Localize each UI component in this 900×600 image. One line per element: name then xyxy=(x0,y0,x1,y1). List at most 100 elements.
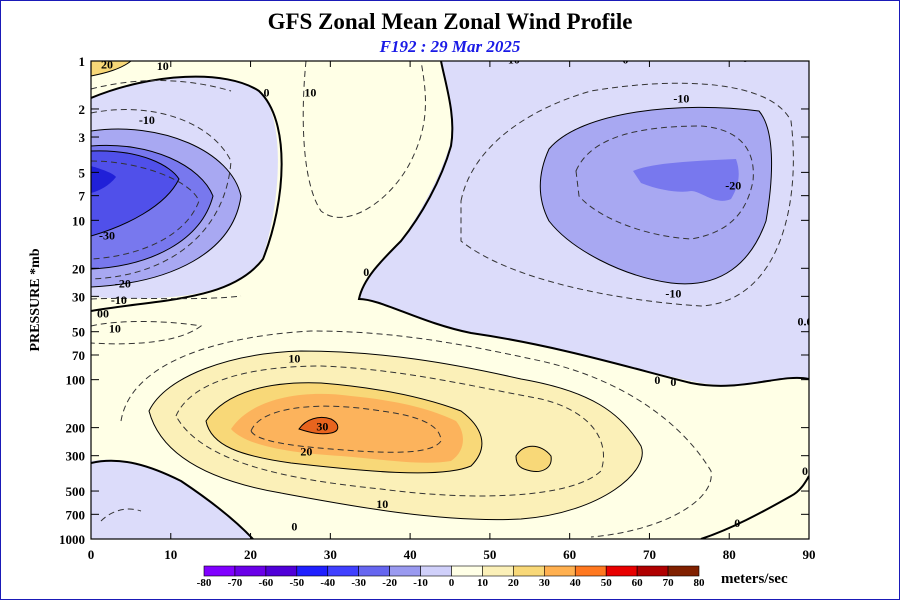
y-tick-label: 100 xyxy=(66,373,86,388)
dashed-lower-mid xyxy=(175,365,604,497)
x-tick-label: 70 xyxy=(643,547,656,562)
colorbar-tick-label: -70 xyxy=(228,577,243,589)
colorbar-tick-label: 60 xyxy=(632,577,644,589)
dashed-lower-outer xyxy=(120,330,712,538)
contour-label: 0 xyxy=(654,373,660,387)
contour-label: 10 xyxy=(304,86,316,100)
contour-label: 10 xyxy=(157,59,169,73)
y-tick-label: 300 xyxy=(66,449,86,464)
colorbar-swatch xyxy=(420,565,452,577)
x-tick-label: 50 xyxy=(483,547,496,562)
x-tick-label: 60 xyxy=(563,547,576,562)
colorbar-tick-label: -80 xyxy=(197,577,212,589)
y-tick-label: 30 xyxy=(72,289,85,304)
dashed-upper-left-3 xyxy=(91,160,200,260)
contour-zero-lower-left xyxy=(91,459,254,539)
contour-label: 0 xyxy=(734,516,740,530)
contour-label: 00 xyxy=(97,306,109,320)
y-tick-label: 7 xyxy=(79,189,86,204)
contour-label: 20 xyxy=(300,445,312,459)
colorbar-swatch xyxy=(234,565,267,577)
y-tick-label: 1000 xyxy=(59,532,85,547)
colorbar-tick-label: -30 xyxy=(351,577,366,589)
y-tick-label: 200 xyxy=(66,421,86,436)
x-tick-label: 90 xyxy=(803,547,816,562)
dashed-upper-right-1 xyxy=(460,82,794,307)
contour-label: -20 xyxy=(115,276,131,290)
contour-label: 0 xyxy=(291,519,297,533)
contour-label: 10 xyxy=(288,352,300,366)
colorbar-swatch xyxy=(482,565,514,577)
colorbar-swatch xyxy=(358,565,390,577)
colorbar-swatch xyxy=(544,565,576,577)
contour-label: 10 xyxy=(109,322,121,336)
dashed-lower-left xyxy=(100,508,142,522)
y-tick-label: 500 xyxy=(66,484,86,499)
contour-label: 10 xyxy=(376,497,388,511)
shade-neg20-upper-right xyxy=(540,107,772,284)
colorbar-swatch xyxy=(265,565,298,577)
colorbar-tick-label: 70 xyxy=(663,577,675,589)
colorbar-swatch xyxy=(605,565,638,577)
dashed-upper-left-4 xyxy=(91,295,242,300)
colorbar-swatch xyxy=(667,565,700,577)
contour-label: 20 xyxy=(101,58,113,72)
colorbar-swatch xyxy=(636,565,669,577)
y-tick-label: 1 xyxy=(79,54,86,69)
colorbar-tick-label: -40 xyxy=(320,577,335,589)
shade-neg10-lower-left xyxy=(91,459,253,539)
y-tick-label: 700 xyxy=(66,507,86,522)
contour-label: 0 xyxy=(363,265,369,279)
shade-neg40-upper-left xyxy=(91,150,179,236)
colorbar-tick-label: 30 xyxy=(539,577,551,589)
contour-label: -10 xyxy=(111,293,127,307)
chart-subtitle: F192 : 29 Mar 2025 xyxy=(379,37,521,56)
contour-neg40-upper-left xyxy=(91,150,180,237)
colorbar: -80 -70 -60 -50 -40 -30 -20 -10 0 10 20 30 40 50 60 70 8… xyxy=(197,565,706,589)
x-tick-label: 30 xyxy=(324,547,337,562)
x-axis: 0 10 20 30 40 50 60 70 80 90 xyxy=(88,61,816,562)
dashed-mid-left xyxy=(91,320,203,345)
contour-pos10-upper-left xyxy=(91,61,132,77)
colorbar-tick-label: -60 xyxy=(259,577,274,589)
y-tick-label: 50 xyxy=(72,325,85,340)
x-tick-label: 0 xyxy=(88,547,95,562)
x-tick-label: 20 xyxy=(244,547,257,562)
x-tick-label: 80 xyxy=(723,547,736,562)
contour-label: -10 xyxy=(139,113,155,127)
colorbar-swatch xyxy=(296,565,329,577)
contour-zero-lower-right xyxy=(700,475,809,539)
colorbar-swatch xyxy=(389,565,421,577)
colorbar-swatch xyxy=(513,565,545,577)
colorbar-unit: meters/sec xyxy=(721,571,788,587)
contour-label: 0 xyxy=(264,86,270,100)
y-tick-label: 70 xyxy=(72,348,85,363)
colorbar-tick-label: 40 xyxy=(570,577,582,589)
colorbar-tick-label: -10 xyxy=(413,577,428,589)
contour-neg20-upper-right xyxy=(539,106,773,285)
colorbar-swatch xyxy=(203,565,236,577)
contour-label: -30 xyxy=(99,228,115,242)
colorbar-tick-label: 20 xyxy=(508,577,520,589)
contour-zero-upper-right xyxy=(357,61,809,387)
x-tick-label: 10 xyxy=(164,547,177,562)
contour-label: -10 xyxy=(665,286,681,300)
contour-pos20-lower xyxy=(205,382,483,474)
plot-border xyxy=(90,60,810,540)
contour-neg30-upper-left xyxy=(91,144,214,270)
colorbar-tick-label: 80 xyxy=(694,577,706,589)
contour-zero-upper-left xyxy=(91,75,283,312)
colorbar-tick-label: 0 xyxy=(449,577,455,589)
contour-pos10-lower xyxy=(148,350,643,521)
contour-label: 0 xyxy=(742,51,748,65)
colorbar-swatch xyxy=(451,565,483,577)
chart-title: GFS Zonal Mean Zonal Wind Profile xyxy=(268,9,633,34)
contour-label: -20 xyxy=(725,178,741,192)
y-tick-label: 10 xyxy=(72,213,85,228)
shade-pos40-lower xyxy=(299,417,338,434)
colorbar-swatch xyxy=(574,565,607,577)
shade-pos20-spot xyxy=(516,446,552,472)
